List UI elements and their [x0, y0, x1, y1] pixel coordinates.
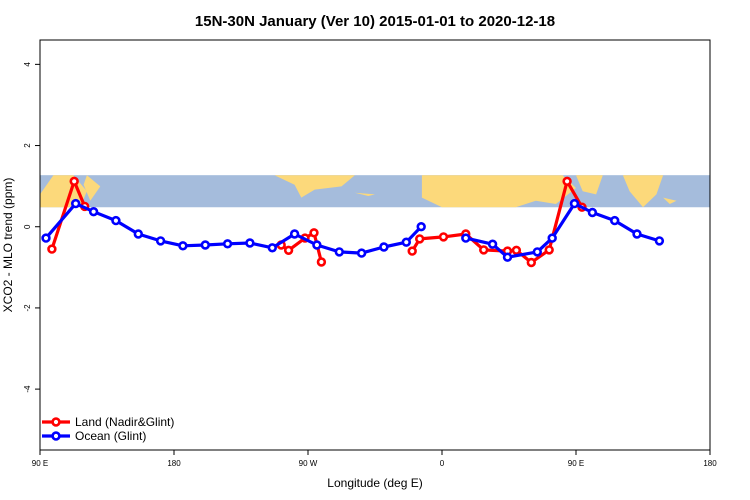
data-point — [316, 257, 327, 267]
data-point — [133, 229, 144, 239]
map-landmass — [354, 192, 375, 196]
chart-title: 15N-30N January (Ver 10) 2015-01-01 to 2… — [195, 13, 555, 30]
data-point — [438, 232, 449, 242]
x-tick-label: 180 — [703, 459, 717, 468]
data-point — [487, 239, 498, 249]
data-point — [379, 242, 389, 252]
map-ocean — [40, 175, 710, 208]
plot-frame — [39, 39, 711, 451]
legend-label: Land (Nadir&Glint) — [75, 415, 174, 429]
data-point — [461, 233, 471, 243]
data-point — [569, 198, 580, 209]
data-point — [88, 207, 99, 217]
world-map-band — [40, 175, 710, 208]
map-landmass — [274, 175, 355, 198]
legend: Land (Nadir&Glint)Ocean (Glint) — [42, 415, 174, 443]
data-point — [289, 229, 300, 239]
data-point — [200, 240, 211, 250]
data-point — [283, 245, 294, 256]
data-point — [654, 236, 665, 246]
y-tick-label: -4 — [23, 385, 32, 393]
data-point — [479, 245, 489, 255]
legend-swatch-marker — [51, 431, 61, 441]
x-tick-label: 90 W — [299, 459, 318, 468]
legend-label: Ocean (Glint) — [75, 429, 146, 443]
data-point — [155, 236, 166, 246]
series-line — [465, 202, 660, 259]
data-point — [511, 245, 522, 256]
data-point — [70, 198, 81, 209]
series-line — [44, 202, 423, 255]
x-tick-label: 90 E — [32, 459, 48, 468]
map-landmass — [663, 197, 677, 204]
data-point — [41, 233, 51, 243]
data-point — [416, 222, 426, 232]
data-point — [267, 243, 277, 253]
x-tick-label: 180 — [167, 459, 181, 468]
y-tick-label: 0 — [23, 224, 32, 229]
data-point — [609, 215, 620, 226]
data-point — [178, 241, 188, 251]
legend-swatch-marker — [51, 417, 61, 427]
data-point — [526, 257, 536, 268]
data-point — [632, 229, 642, 239]
data-point — [562, 176, 572, 187]
map-landmass — [421, 175, 576, 208]
y-axis-label: XCO2 - MLO trend (ppm) — [1, 178, 15, 313]
x-axis-label: Longitude (deg E) — [327, 476, 422, 490]
y-tick-label: 2 — [23, 143, 32, 148]
x-tick-label: 0 — [440, 459, 445, 468]
data-point — [547, 233, 557, 243]
data-point — [544, 245, 554, 255]
map-landmass — [83, 175, 101, 201]
map-landmass — [576, 175, 603, 195]
data-point — [401, 237, 411, 247]
data-point — [47, 244, 57, 254]
data-point — [356, 248, 367, 258]
y-tick-label: 4 — [23, 62, 32, 67]
y-axis: -4 -2 0 2 4 — [23, 62, 40, 393]
data-point — [407, 246, 417, 256]
data-point — [309, 228, 319, 238]
data-point — [312, 240, 322, 250]
x-tick-label: 90 E — [568, 459, 584, 468]
data-point — [245, 238, 255, 248]
x-axis: 90 E 180 90 W 0 90 E 180 — [32, 450, 717, 468]
data-point — [415, 234, 425, 244]
data-point — [69, 176, 79, 187]
y-tick-label: -2 — [23, 304, 32, 312]
map-landmass — [622, 175, 664, 208]
series-ocean-glint- — [41, 198, 665, 262]
data-point — [334, 247, 344, 257]
data-point — [532, 247, 542, 257]
data-point — [502, 252, 513, 262]
data-point — [222, 239, 233, 249]
data-point — [111, 215, 121, 226]
data-point — [587, 207, 598, 218]
